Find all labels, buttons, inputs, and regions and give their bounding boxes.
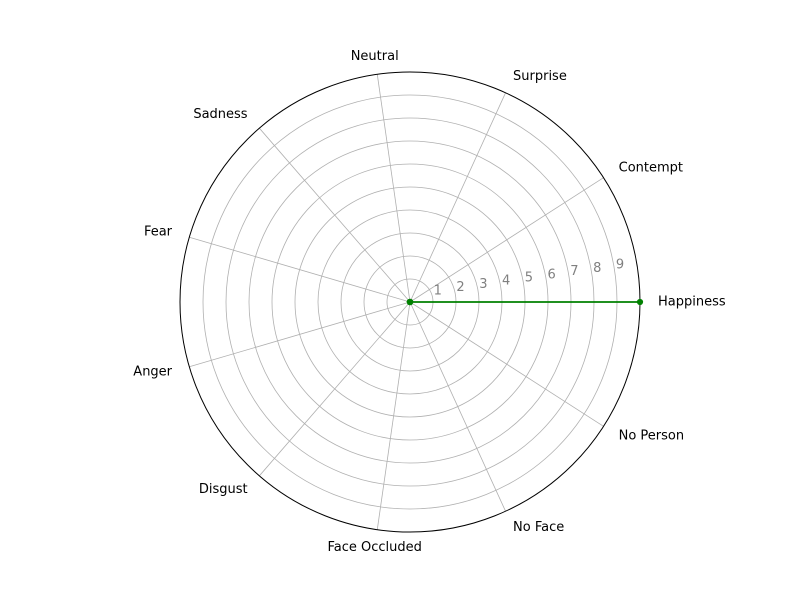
category-label: Happiness	[658, 295, 726, 310]
radial-tick-label: 5	[525, 270, 533, 285]
grid-spoke	[259, 301, 411, 477]
grid-spoke	[409, 301, 604, 427]
data-point	[406, 298, 414, 306]
grid-spoke	[409, 177, 604, 303]
category-label: Face Occluded	[327, 540, 421, 555]
category-label: Neutral	[351, 49, 399, 64]
grid-spoke	[189, 301, 411, 368]
category-label: Contempt	[619, 160, 683, 175]
radial-tick-label: 7	[570, 264, 578, 279]
radial-tick-label: 8	[593, 261, 601, 276]
category-label: No Person	[619, 429, 685, 444]
radial-tick-label: 2	[456, 280, 464, 295]
grid-spoke	[259, 127, 411, 303]
radial-tick-label: 3	[479, 277, 487, 292]
category-label: Fear	[144, 225, 173, 240]
grid-spoke	[409, 92, 506, 303]
category-label: Anger	[133, 364, 172, 379]
label-layer: 1 2 3 4 5 6 7 8 9 Happiness Contempt Surprise Neutra…	[133, 49, 726, 555]
grid-spoke	[376, 74, 411, 303]
radial-tick-label: 9	[616, 258, 624, 273]
series-layer	[406, 298, 644, 306]
radial-tick-label: 6	[548, 267, 556, 282]
data-point	[636, 298, 644, 306]
radial-tick-label: 4	[502, 274, 510, 289]
grid-spoke	[376, 301, 411, 530]
grid-spoke	[409, 301, 506, 512]
category-label: Sadness	[193, 107, 247, 122]
radial-tick-label: 1	[434, 283, 442, 298]
category-label: Disgust	[199, 482, 248, 497]
category-label: No Face	[513, 520, 564, 535]
grid-spoke	[189, 236, 411, 303]
category-label: Surprise	[513, 69, 567, 84]
